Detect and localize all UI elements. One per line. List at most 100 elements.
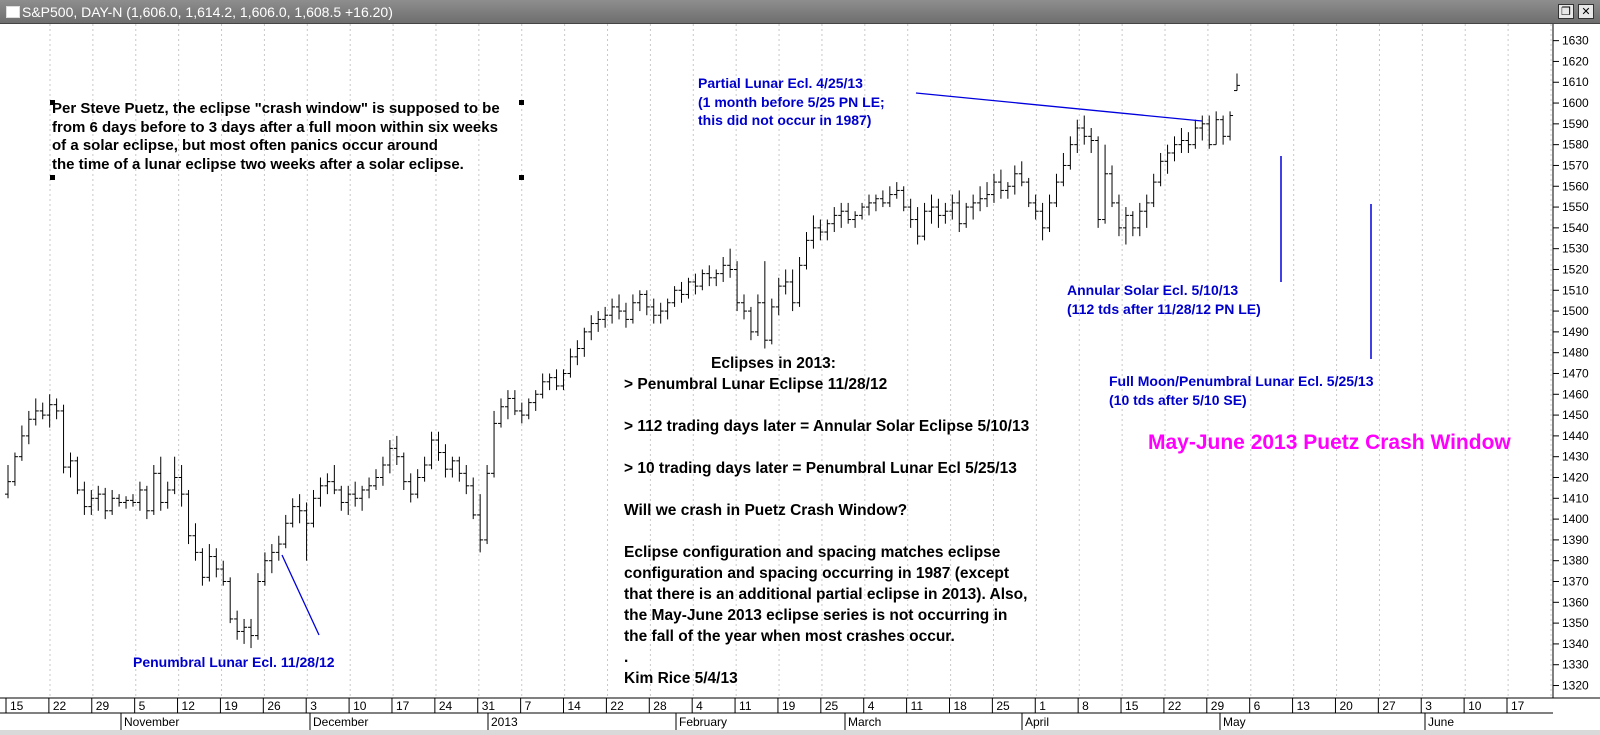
- ohlc-bar: [1081, 115, 1088, 145]
- summary-line: [624, 521, 1029, 542]
- ohlc-bar: [421, 456, 428, 482]
- ohlc-bar: [747, 306, 754, 341]
- price-chart[interactable]: 1320133013401350136013701380139014001410…: [0, 24, 1600, 735]
- price-tick-label: 1610: [1562, 75, 1589, 89]
- ohlc-bar: [942, 202, 949, 224]
- puetz-note-line: of a solar eclipse, but most often panic…: [52, 137, 438, 154]
- ohlc-bar: [1102, 144, 1109, 224]
- ohlc-bar: [581, 327, 588, 357]
- price-tick-label: 1440: [1562, 429, 1589, 443]
- ohlc-bar: [824, 219, 831, 241]
- ohlc-bar: [1025, 177, 1032, 208]
- day-tick-label: 29: [1211, 699, 1225, 713]
- price-tick-label: 1430: [1562, 450, 1589, 464]
- summary-line: that there is an additional partial ecli…: [624, 586, 1028, 603]
- selection-handle[interactable]: [50, 100, 55, 105]
- ohlc-bar: [921, 202, 928, 241]
- ohlc-bar: [616, 294, 623, 320]
- ohlc-bar: [345, 485, 352, 515]
- ohlc-bar: [414, 469, 421, 499]
- ohlc-bar: [46, 394, 53, 428]
- ohlc-bar: [1095, 136, 1102, 228]
- price-tick-label: 1330: [1562, 658, 1589, 672]
- restore-window-icon[interactable]: ❐: [1558, 4, 1574, 19]
- summary-line: [624, 437, 1029, 458]
- crash-window-label: May-June 2013 Puetz Crash Window: [1148, 431, 1511, 454]
- ohlc-bar: [289, 498, 296, 528]
- ohlc-bar: [1046, 194, 1053, 233]
- puetz-note[interactable]: Per Steve Puetz, the eclipse "crash wind…: [52, 100, 500, 174]
- ohlc-bar: [150, 465, 157, 515]
- ohlc-bar: [907, 198, 914, 228]
- selection-handle[interactable]: [519, 175, 524, 180]
- ohlc-bar: [407, 473, 414, 503]
- ohlc-bar: [852, 211, 859, 228]
- ohlc-bar: [553, 369, 560, 391]
- puetz-note-line: the time of a lunar eclipse two weeks af…: [52, 155, 464, 173]
- ohlc-bar: [366, 477, 373, 499]
- price-tick-label: 1400: [1562, 512, 1589, 526]
- ohlc-bar: [845, 202, 852, 224]
- ohlc-bar: [928, 194, 935, 224]
- ohlc-bar: [949, 194, 956, 220]
- ohlc-bar: [25, 410, 32, 445]
- ohlc-bar: [713, 269, 720, 287]
- time-axis: 15 22 29 5 12 19 26 3 10 17 24 31 7 14 22 28 4 11 19 25 4 11 1…: [5, 698, 1525, 730]
- annotation-line: Partial Lunar Ecl. 4/25/13: [698, 75, 863, 91]
- annotation-line: Full Moon/Penumbral Lunar Ecl. 5/25/13: [1109, 373, 1374, 389]
- ohlc-bar: [838, 202, 845, 228]
- price-tick-label: 1580: [1562, 138, 1589, 152]
- price-tick-label: 1500: [1562, 304, 1589, 318]
- day-tick-label: 17: [396, 699, 410, 713]
- vertical-gridlines: [49, 24, 1552, 698]
- ohlc-bar: [914, 207, 921, 245]
- selection-handle[interactable]: [519, 100, 524, 105]
- annotation-line: this did not occur in 1987): [698, 112, 872, 128]
- close-window-icon[interactable]: ✕: [1578, 4, 1594, 19]
- ohlc-bar: [456, 456, 463, 482]
- day-tick-label: 31: [482, 699, 496, 713]
- day-tick-label: 10: [1468, 699, 1482, 713]
- ohlc-bar: [699, 269, 706, 291]
- ohlc-bar: [782, 269, 789, 295]
- month-label: March: [848, 715, 881, 729]
- ohlc-bar: [831, 207, 838, 233]
- summary-line: > 10 trading days later = Penumbral Luna…: [624, 460, 1017, 477]
- price-tick-label: 1550: [1562, 200, 1589, 214]
- ohlc-bar: [865, 194, 872, 216]
- ohlc-bar: [178, 465, 185, 507]
- month-label: April: [1025, 715, 1049, 729]
- ohlc-bar: [574, 340, 581, 366]
- ohlc-bar: [567, 348, 574, 378]
- summary-line: Will we crash in Puetz Crash Window?: [624, 502, 908, 519]
- ohlc-bar: [872, 194, 879, 212]
- day-tick-label: 8: [1082, 699, 1089, 713]
- ohlc-bar: [123, 496, 130, 509]
- ohlc-bar: [1220, 115, 1227, 145]
- ohlc-bar: [1136, 202, 1143, 237]
- ohlc-bar: [275, 535, 282, 561]
- ohlc-bar: [560, 369, 567, 391]
- price-tick-label: 1630: [1562, 34, 1589, 48]
- penumbral-lunar-annotation: Penumbral Lunar Ecl. 11/28/12: [133, 654, 335, 670]
- ohlc-bar: [379, 456, 386, 486]
- month-label: May: [1223, 715, 1246, 729]
- summary-line: > Penumbral Lunar Eclipse 11/28/12: [624, 376, 888, 393]
- ohlc-bar: [1115, 194, 1122, 237]
- partial-lunar-pointer-line: [915, 92, 1203, 122]
- ohlc-bar: [622, 302, 629, 328]
- ohlc-bar: [157, 456, 164, 511]
- month-label: 2013: [491, 715, 518, 729]
- ohlc-bar: [1178, 128, 1185, 153]
- ohlc-bar: [324, 473, 331, 495]
- ohlc-bar: [1088, 128, 1095, 153]
- selection-handle[interactable]: [50, 175, 55, 180]
- ohlc-bar: [338, 485, 345, 511]
- ohlc-bar: [859, 202, 866, 220]
- month-label: June: [1428, 715, 1454, 729]
- ohlc-bar: [1185, 132, 1192, 153]
- ohlc-bar: [886, 186, 893, 208]
- price-tick-label: 1450: [1562, 408, 1589, 422]
- ohlc-bar: [1011, 165, 1018, 195]
- price-tick-label: 1600: [1562, 96, 1589, 110]
